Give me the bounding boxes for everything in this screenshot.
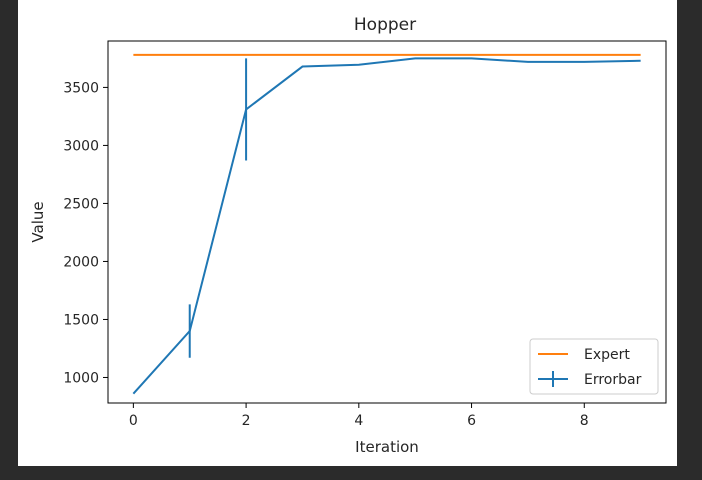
x-axis-ticks: 0 2 4 6 8: [129, 403, 589, 429]
legend-expert-label: Expert: [584, 347, 630, 363]
x-tick-label: 2: [242, 413, 251, 429]
legend: Expert Errorbar: [529, 338, 659, 395]
legend-errorbar-label: Errorbar: [584, 372, 642, 388]
y-axis-label: Value: [29, 201, 47, 242]
y-tick-label: 1500: [63, 312, 99, 328]
y-tick-label: 2000: [63, 254, 99, 270]
x-tick-label: 8: [580, 413, 589, 429]
line-chart: Hopper 1000 1500 2000 2500 3000 3500 0 2 4 6 8 It…: [29, 15, 667, 456]
x-tick-label: 4: [354, 413, 363, 429]
x-tick-label: 0: [129, 413, 138, 429]
y-axis-ticks: 1000 1500 2000 2500 3000 3500: [63, 80, 108, 386]
plot-frame: [107, 40, 667, 404]
legend-box: [529, 338, 659, 395]
chart-figure: Hopper 1000 1500 2000 2500 3000 3500 0 2 4 6 8 It…: [18, 0, 677, 466]
y-tick-label: 3000: [63, 138, 99, 154]
x-axis-label: Iteration: [355, 438, 419, 456]
x-tick-label: 6: [467, 413, 476, 429]
y-tick-label: 3500: [63, 80, 99, 96]
chart-title: Hopper: [354, 15, 416, 35]
errorbar-series-line: [132, 57, 641, 395]
y-tick-label: 2500: [63, 196, 99, 212]
plot-lines: [132, 53, 641, 395]
y-tick-label: 1000: [63, 370, 99, 386]
